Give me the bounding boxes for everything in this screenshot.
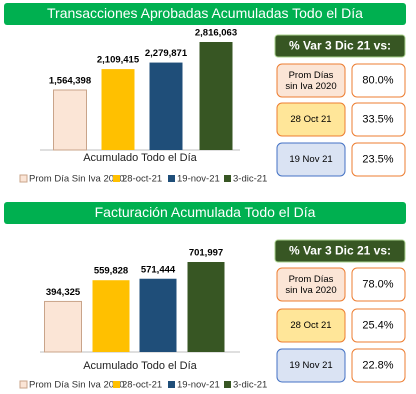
row-label: 19 Nov 21 bbox=[289, 360, 332, 371]
value-label: 1,564,398 bbox=[49, 76, 91, 87]
row-value: 78.0% bbox=[362, 278, 393, 290]
bar bbox=[139, 278, 177, 352]
legend-swatch bbox=[113, 381, 120, 388]
legend-swatch bbox=[224, 381, 231, 388]
legend-label: 19-nov-21 bbox=[177, 380, 220, 391]
legend-label: 28-oct-21 bbox=[122, 174, 162, 185]
row-value-box bbox=[351, 142, 406, 177]
value-label: 571,444 bbox=[141, 264, 176, 275]
row-label-box bbox=[276, 63, 346, 98]
row-value: 25.4% bbox=[362, 319, 393, 331]
row-value-box bbox=[351, 308, 406, 343]
legend-label: 19-nov-21 bbox=[177, 174, 220, 185]
value-label: 2,109,415 bbox=[97, 55, 140, 66]
row-value: 23.5% bbox=[362, 153, 393, 165]
chart-title: Facturación Acumulada Todo el Día bbox=[95, 204, 316, 220]
row-label-box bbox=[276, 308, 346, 343]
row-label: Prom Días sin Iva 2020 bbox=[285, 274, 336, 296]
row-label: 28 Oct 21 bbox=[290, 320, 331, 331]
legend-swatch bbox=[19, 380, 28, 389]
row-label-box bbox=[276, 102, 346, 137]
title-banner bbox=[4, 202, 406, 224]
panel-header-text: % Var 3 Dic 21 vs: bbox=[289, 39, 391, 53]
legend-label: 3-dic-21 bbox=[233, 174, 267, 185]
panel-header bbox=[274, 239, 406, 263]
bar bbox=[101, 69, 135, 150]
legend-label: 3-dic-21 bbox=[233, 380, 267, 391]
panel-header bbox=[274, 34, 406, 58]
legend-swatch bbox=[113, 175, 120, 182]
bar bbox=[53, 89, 87, 151]
legend-label: Prom Día Sin Iva 2020 bbox=[29, 174, 125, 185]
row-label-box bbox=[276, 348, 346, 383]
row-label-box bbox=[276, 267, 346, 302]
row-value-box bbox=[351, 63, 406, 98]
row-value: 33.5% bbox=[362, 113, 393, 125]
chart-title: Transacciones Aprobadas Acumuladas Todo … bbox=[47, 5, 363, 21]
row-value: 80.0% bbox=[362, 74, 393, 86]
value-label: 2,279,871 bbox=[145, 48, 188, 59]
value-label: 559,828 bbox=[94, 266, 128, 277]
panel-header-text: % Var 3 Dic 21 vs: bbox=[289, 244, 391, 258]
value-label: 394,325 bbox=[46, 287, 81, 298]
row-label: 28 Oct 21 bbox=[290, 114, 331, 125]
value-label: 2,816,063 bbox=[195, 28, 237, 39]
legend-label: 28-oct-21 bbox=[122, 380, 162, 391]
x-axis-category: Acumulado Todo el Día bbox=[83, 360, 197, 372]
row-value-box bbox=[351, 267, 406, 302]
row-value: 22.8% bbox=[362, 359, 393, 371]
legend-swatch bbox=[168, 381, 175, 388]
bar bbox=[199, 42, 233, 150]
legend-label: Prom Día Sin Iva 2020 bbox=[29, 380, 125, 391]
legend-swatch bbox=[224, 175, 231, 182]
row-label: Prom Días sin Iva 2020 bbox=[285, 70, 336, 92]
row-label-box bbox=[276, 142, 346, 177]
bar bbox=[44, 300, 82, 353]
legend-swatch bbox=[168, 175, 175, 182]
legend-swatch bbox=[19, 174, 28, 183]
title-banner bbox=[4, 3, 406, 25]
row-value-box bbox=[351, 102, 406, 137]
row-value-box bbox=[351, 348, 406, 383]
row-label: 19 Nov 21 bbox=[289, 154, 332, 165]
x-axis-category: Acumulado Todo el Día bbox=[83, 152, 197, 164]
bar bbox=[92, 280, 130, 352]
value-label: 701,997 bbox=[189, 248, 223, 259]
bar bbox=[187, 262, 225, 352]
bar bbox=[149, 62, 183, 150]
